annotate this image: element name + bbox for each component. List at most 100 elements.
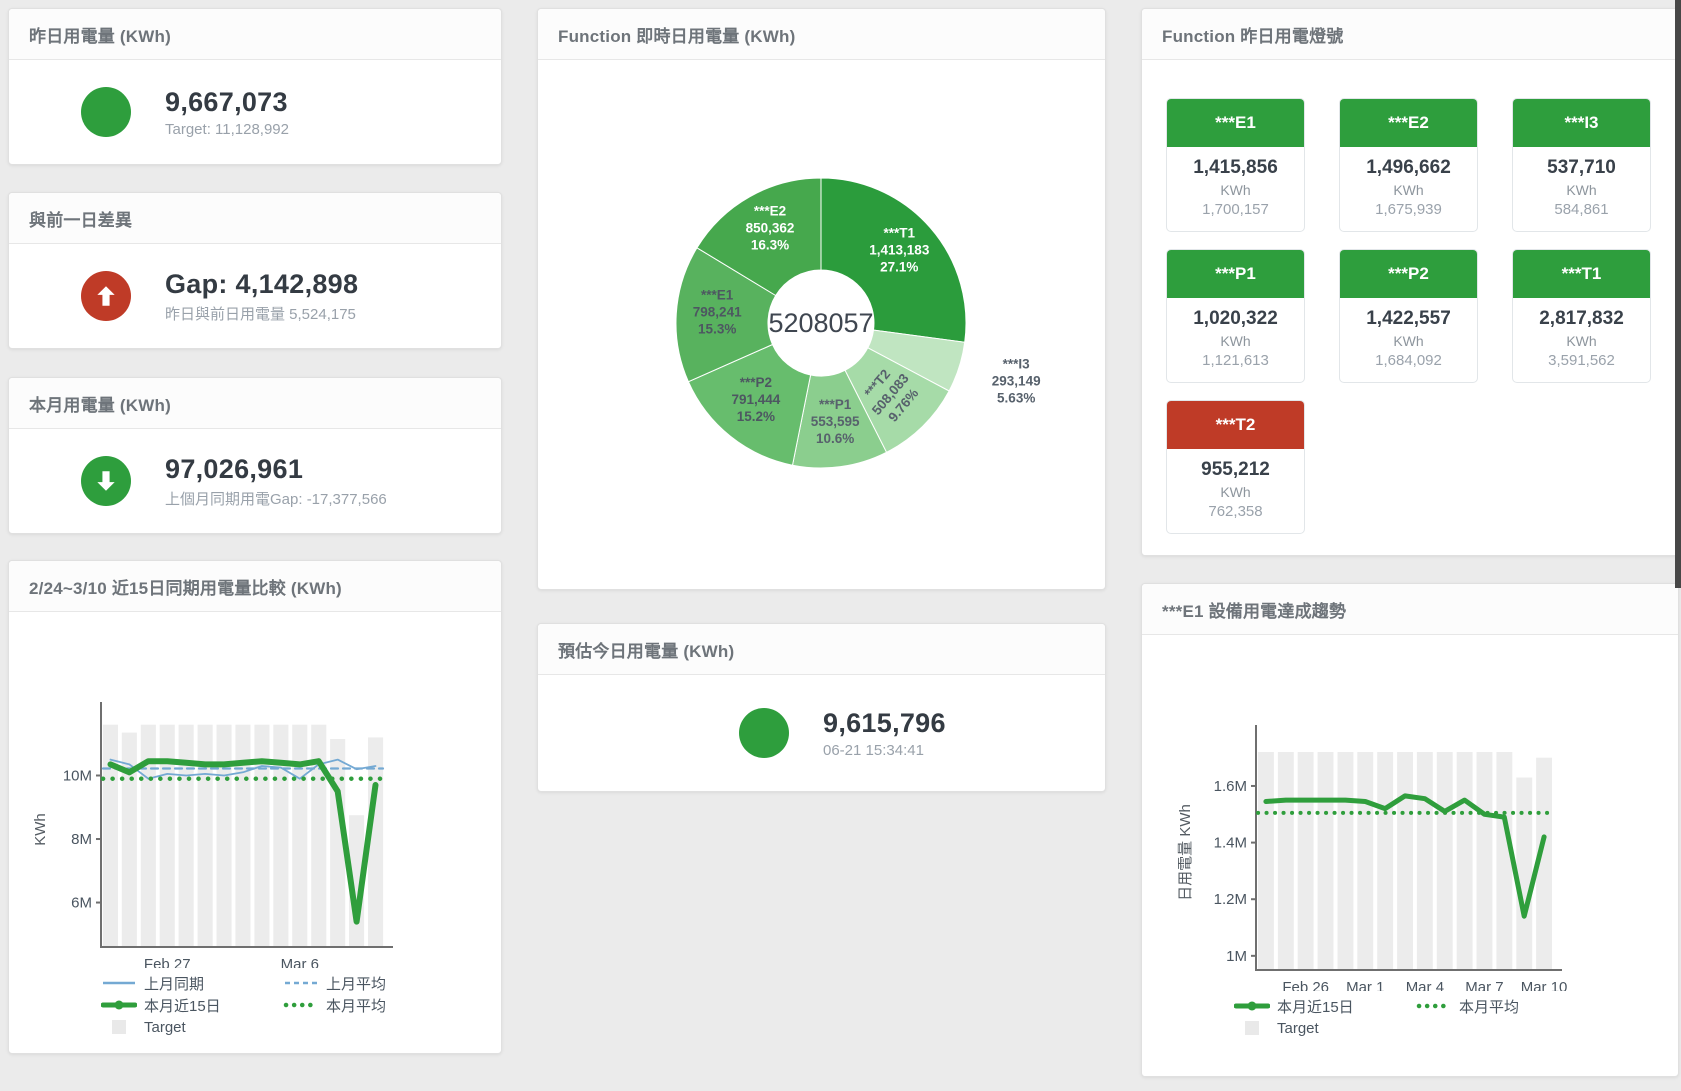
card-yesterday-usage: 昨日用電量 (KWh) 9,667,073 Target: 11,128,992 bbox=[8, 8, 502, 165]
svg-text:1.4M: 1.4M bbox=[1214, 835, 1247, 852]
tile-value: 1,496,662 bbox=[1366, 157, 1451, 178]
svg-text:Mar 6: Mar 6 bbox=[281, 956, 319, 968]
tile-value: 1,422,557 bbox=[1366, 308, 1451, 329]
tile-E1: ***E1 1,415,856 KWh 1,700,157 bbox=[1166, 98, 1305, 232]
card-title: 昨日用電量 (KWh) bbox=[29, 26, 171, 46]
donut-label: ***I3 bbox=[1003, 357, 1031, 372]
card-15day-comparison: 2/24~3/10 近15日同期用電量比較 (KWh) 6M 8M 10M Feb 2… bbox=[8, 560, 502, 1054]
donut-chart: ***T11,413,18327.1%***I3293,1495.63%***T… bbox=[675, 177, 1041, 469]
stat-subtext: 06-21 15:34:41 bbox=[823, 741, 924, 759]
card-estimate-today: 預估今日用電量 (KWh) 9,615,796 06-21 15:34:41 bbox=[537, 623, 1106, 792]
donut-label: ***P2 bbox=[740, 375, 772, 390]
tile-body: 1,020,322 KWh 1,121,613 bbox=[1167, 298, 1304, 382]
tile-unit: KWh bbox=[1393, 182, 1424, 198]
up-arrow-icon bbox=[97, 286, 115, 306]
tile-body: 955,212 KWh 762,358 bbox=[1167, 449, 1304, 533]
tile-header: ***P2 bbox=[1340, 250, 1477, 298]
card-body: 6M 8M 10M Feb 27 Mar 6 KWh 上月同期 上月平均 本月近15日 本月平均… bbox=[9, 612, 501, 1053]
svg-text:1.2M: 1.2M bbox=[1214, 891, 1247, 908]
tile-body: 1,415,856 KWh 1,700,157 bbox=[1167, 147, 1304, 231]
tile-header: ***T1 bbox=[1513, 250, 1650, 298]
tile-unit: KWh bbox=[1220, 484, 1251, 500]
card-header: 預估今日用電量 (KWh) bbox=[538, 624, 1105, 675]
comparison-chart: 6M 8M 10M Feb 27 Mar 6 KWh bbox=[32, 702, 393, 968]
donut-label: 1,413,183 bbox=[869, 243, 930, 258]
legend-item: Target bbox=[1234, 1020, 1416, 1037]
card-e1-trend: ***E1 設備用電達成趨勢 1M 1.2M 1.4M 1.6M Feb 26 Mar 1… bbox=[1141, 583, 1679, 1077]
svg-text:Feb 27: Feb 27 bbox=[144, 956, 191, 968]
card-month-usage: 本月用電量 (KWh) 97,026,961 上個月同期用電Gap: -17,3… bbox=[8, 377, 502, 534]
legend-row: 本月近15日 本月平均 bbox=[1234, 995, 1678, 1017]
legend-item: 本月平均 bbox=[283, 995, 465, 1016]
card-header: 昨日用電量 (KWh) bbox=[9, 9, 501, 60]
tile-T2: ***T2 955,212 KWh 762,358 bbox=[1166, 400, 1305, 534]
svg-text:6M: 6M bbox=[71, 895, 92, 912]
legend-item: 上月同期 bbox=[101, 973, 283, 994]
legend-item: 本月近15日 bbox=[1234, 996, 1416, 1017]
stat-value: 9,667,073 bbox=[165, 86, 288, 117]
donut-label: 10.6% bbox=[816, 431, 854, 446]
tile-header: ***E2 bbox=[1340, 99, 1477, 147]
tile-body: 1,422,557 KWh 1,684,092 bbox=[1340, 298, 1477, 382]
donut-slice-T1 bbox=[820, 177, 967, 343]
stat-value: 97,026,961 bbox=[165, 453, 304, 484]
tile-header: ***E1 bbox=[1167, 99, 1304, 147]
card-title: 2/24~3/10 近15日同期用電量比較 (KWh) bbox=[29, 578, 342, 598]
legend-row: Target bbox=[101, 1016, 501, 1038]
tile-unit: KWh bbox=[1220, 182, 1251, 198]
tile-target: 1,121,613 bbox=[1202, 352, 1269, 369]
svg-text:Feb 26: Feb 26 bbox=[1282, 979, 1329, 991]
donut-label: 15.2% bbox=[737, 409, 775, 424]
legend-swatch-dotted bbox=[283, 997, 319, 1013]
tile-grid: ***E1 1,415,856 KWh 1,700,157 ***E2 1,496,662… bbox=[1142, 60, 1678, 555]
legend-swatch-square bbox=[1234, 1020, 1270, 1036]
card-body: Gap: 4,142,898 昨日與前日用電量 5,524,175 bbox=[9, 244, 501, 348]
donut-label: 791,444 bbox=[731, 392, 780, 407]
tile-target: 584,861 bbox=[1554, 201, 1609, 218]
status-circle-up-icon bbox=[81, 271, 131, 321]
donut-label: 798,241 bbox=[693, 304, 742, 319]
tile-target: 1,700,157 bbox=[1202, 201, 1269, 218]
legend-swatch-dotted bbox=[1416, 998, 1452, 1014]
tile-value: 2,817,832 bbox=[1539, 308, 1624, 329]
donut-center-total: 5208057 bbox=[768, 308, 873, 338]
donut-label: ***E1 bbox=[701, 287, 734, 302]
card-header: 2/24~3/10 近15日同期用電量比較 (KWh) bbox=[9, 561, 501, 612]
stat-subtext: 上個月同期用電Gap: -17,377,566 bbox=[165, 490, 387, 508]
card-title: ***E1 設備用電達成趨勢 bbox=[1162, 601, 1347, 621]
stat-value: 9,615,796 bbox=[823, 707, 946, 738]
scrollbar[interactable] bbox=[1675, 0, 1681, 588]
card-title: 與前一日差異 bbox=[29, 210, 133, 230]
tile-body: 2,817,832 KWh 3,591,562 bbox=[1513, 298, 1650, 382]
chart-legend: 上月同期 上月平均 本月近15日 本月平均 Target bbox=[9, 972, 501, 1038]
svg-text:日用電量 KWh: 日用電量 KWh bbox=[1177, 804, 1194, 901]
svg-text:10M: 10M bbox=[63, 768, 92, 785]
donut-label: ***E2 bbox=[754, 203, 786, 218]
tile-unit: KWh bbox=[1393, 333, 1424, 349]
card-header: Function 即時日用電量 (KWh) bbox=[538, 9, 1105, 60]
down-arrow-icon bbox=[97, 471, 115, 491]
svg-text:KWh: KWh bbox=[32, 813, 49, 846]
tile-value: 1,415,856 bbox=[1193, 157, 1278, 178]
donut-label: 850,362 bbox=[746, 220, 795, 235]
tile-header: ***I3 bbox=[1513, 99, 1650, 147]
tile-target: 3,591,562 bbox=[1548, 352, 1615, 369]
svg-text:Mar 1: Mar 1 bbox=[1346, 979, 1384, 991]
donut-slice-E1 bbox=[675, 247, 777, 383]
tile-P2: ***P2 1,422,557 KWh 1,684,092 bbox=[1339, 249, 1478, 383]
stat-value: Gap: 4,142,898 bbox=[165, 268, 359, 299]
donut-slice-E2 bbox=[696, 177, 822, 297]
tile-value: 1,020,322 bbox=[1193, 308, 1278, 329]
svg-text:1M: 1M bbox=[1226, 948, 1247, 965]
legend-item: 本月平均 bbox=[1416, 996, 1598, 1017]
card-realtime-donut: Function 即時日用電量 (KWh) ***T1 1,413,183 27.1… bbox=[537, 8, 1106, 590]
tile-body: 537,710 KWh 584,861 bbox=[1513, 147, 1650, 231]
tile-header: ***P1 bbox=[1167, 250, 1304, 298]
legend-swatch-square bbox=[101, 1019, 137, 1035]
svg-text:Mar 10: Mar 10 bbox=[1521, 979, 1568, 991]
donut-slice-P2 bbox=[687, 343, 812, 466]
status-circle-icon bbox=[739, 708, 789, 758]
svg-text:Mar 4: Mar 4 bbox=[1406, 979, 1444, 991]
legend-item: 上月平均 bbox=[283, 973, 465, 994]
